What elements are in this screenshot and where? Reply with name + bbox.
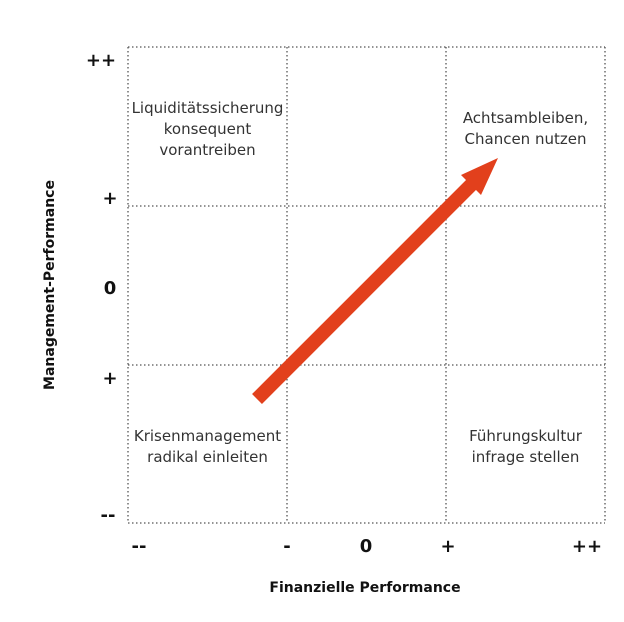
x-tick-zero: 0 — [359, 536, 373, 557]
quadrant-bottom-left-line-2: radikal einleiten — [147, 448, 268, 466]
x-tick-minus: - — [283, 536, 291, 557]
quadrant-top-left-line-1: Liquiditätssicherung — [131, 99, 284, 117]
arrow-shaft — [252, 173, 483, 404]
quadrant-top-left-line-2: konsequent — [163, 120, 252, 138]
y-tick-plus-plus: ++ — [85, 50, 117, 71]
quadrant-bottom-left-line-1: Krisenmanagement — [133, 427, 282, 445]
quadrant-top-left-line-3: vorantreiben — [159, 141, 256, 159]
quadrant-top-right-line-2: Chancen nutzen — [464, 130, 587, 148]
y-axis-title: Management-Performance — [42, 180, 58, 390]
x-tick-plus: + — [440, 536, 456, 557]
y-tick-zero: 0 — [103, 278, 117, 299]
quadrant-bottom-left-text: Krisenmanagement radikal einleiten — [128, 426, 287, 468]
arrow-head — [461, 158, 498, 195]
quadrant-bottom-right-line-1: Führungskultur — [469, 427, 582, 445]
trend-arrow — [252, 158, 498, 404]
quadrant-top-right-text: Achtsambleiben, Chancen nutzen — [446, 108, 605, 150]
quadrant-top-right-line-1: Achtsambleiben, — [462, 109, 589, 127]
x-tick-plus-plus: ++ — [571, 536, 603, 557]
x-axis-title: Finanzielle Performance — [269, 580, 461, 596]
y-tick-plus-upper: + — [102, 188, 118, 209]
y-tick-plus-lower: + — [102, 368, 118, 389]
quadrant-bottom-right-text: Führungskultur infrage stellen — [446, 426, 605, 468]
x-tick-minus-minus: -- — [131, 536, 147, 557]
y-tick-minus-minus: -- — [100, 505, 116, 526]
quadrant-bottom-right-line-2: infrage stellen — [471, 448, 580, 466]
quadrant-top-left-text: Liquiditätssicherung konsequent vorantre… — [128, 98, 287, 161]
